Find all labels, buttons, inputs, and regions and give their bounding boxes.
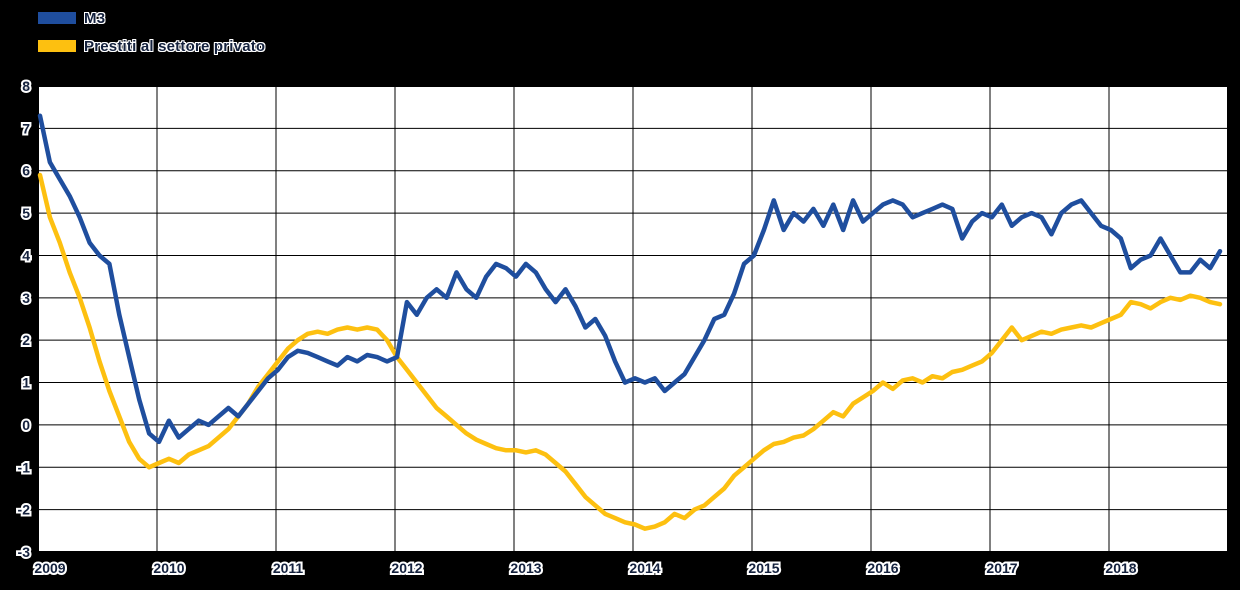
y-tick-label-halo: 1 [22, 375, 30, 391]
x-tick-label-halo: 2013 [510, 560, 541, 576]
m3-line [37, 113, 1223, 445]
y-tick-label: 5 [22, 205, 30, 221]
x-tick-label: 2017 [986, 560, 1017, 576]
y-tick-label: -1 [18, 459, 31, 475]
x-tick-label: 2013 [510, 560, 541, 576]
y-tick-label-halo: 4 [22, 247, 30, 263]
x-tick-label-halo: 2010 [153, 560, 184, 576]
x-tick-label-halo: 2009 [34, 560, 65, 576]
y-tick-label-halo: 5 [22, 205, 30, 221]
x-tick-label: 2010 [153, 560, 184, 576]
y-tick-label: 3 [22, 290, 30, 306]
y-tick-label-halo: -2 [18, 502, 31, 518]
x-tick-label-halo: 2016 [867, 560, 898, 576]
prestiti-series-swatch-icon [38, 40, 76, 52]
y-tick-label-halo: -1 [18, 459, 31, 475]
y-tick-label-halo: -3 [18, 544, 31, 560]
y-tick-label: -2 [18, 502, 31, 518]
y-tick-label-halo: 2 [22, 332, 30, 348]
y-tick-label-halo: 3 [22, 290, 30, 306]
y-tick-label: 1 [22, 375, 30, 391]
x-tick-label-halo: 2014 [629, 560, 660, 576]
x-tick-label: 2012 [391, 560, 422, 576]
y-tick-label: 8 [22, 78, 30, 94]
legend-item-prestiti: Prestiti al settore privato [38, 32, 265, 60]
legend-item-m3: M3 [38, 4, 265, 32]
x-tick-label-halo: 2018 [1105, 560, 1136, 576]
x-tick-label: 2018 [1105, 560, 1136, 576]
x-tick-label-halo: 2011 [273, 560, 304, 576]
x-tick-label-halo: 2012 [391, 560, 422, 576]
y-tick-label: 6 [22, 163, 30, 179]
y-tick-label-halo: 7 [22, 120, 30, 136]
y-tick-label-halo: 6 [22, 163, 30, 179]
x-tick-label: 2016 [867, 560, 898, 576]
y-tick-label: 0 [22, 417, 30, 433]
x-tick-label-halo: 2017 [986, 560, 1017, 576]
y-tick-label: -3 [18, 544, 31, 560]
y-tick-label: 4 [22, 247, 30, 263]
y-tick-label: 7 [22, 120, 30, 136]
legend: M3 Prestiti al settore privato [38, 4, 265, 60]
y-tick-label-halo: 0 [22, 417, 30, 433]
y-tick-label-halo: 8 [22, 78, 30, 94]
m3-series-label: M3 [84, 9, 106, 27]
x-tick-label: 2011 [273, 560, 304, 576]
x-tick-label: 2009 [34, 560, 65, 576]
prestiti-al-settore-privato-line [37, 172, 1223, 531]
x-tick-label: 2015 [748, 560, 779, 576]
plot-border [37, 85, 1229, 553]
m3-series-swatch-icon [38, 12, 76, 24]
x-tick-label-halo: 2015 [748, 560, 779, 576]
y-tick-label: 2 [22, 332, 30, 348]
x-tick-label: 2014 [629, 560, 660, 576]
prestiti-series-label: Prestiti al settore privato [84, 37, 266, 55]
